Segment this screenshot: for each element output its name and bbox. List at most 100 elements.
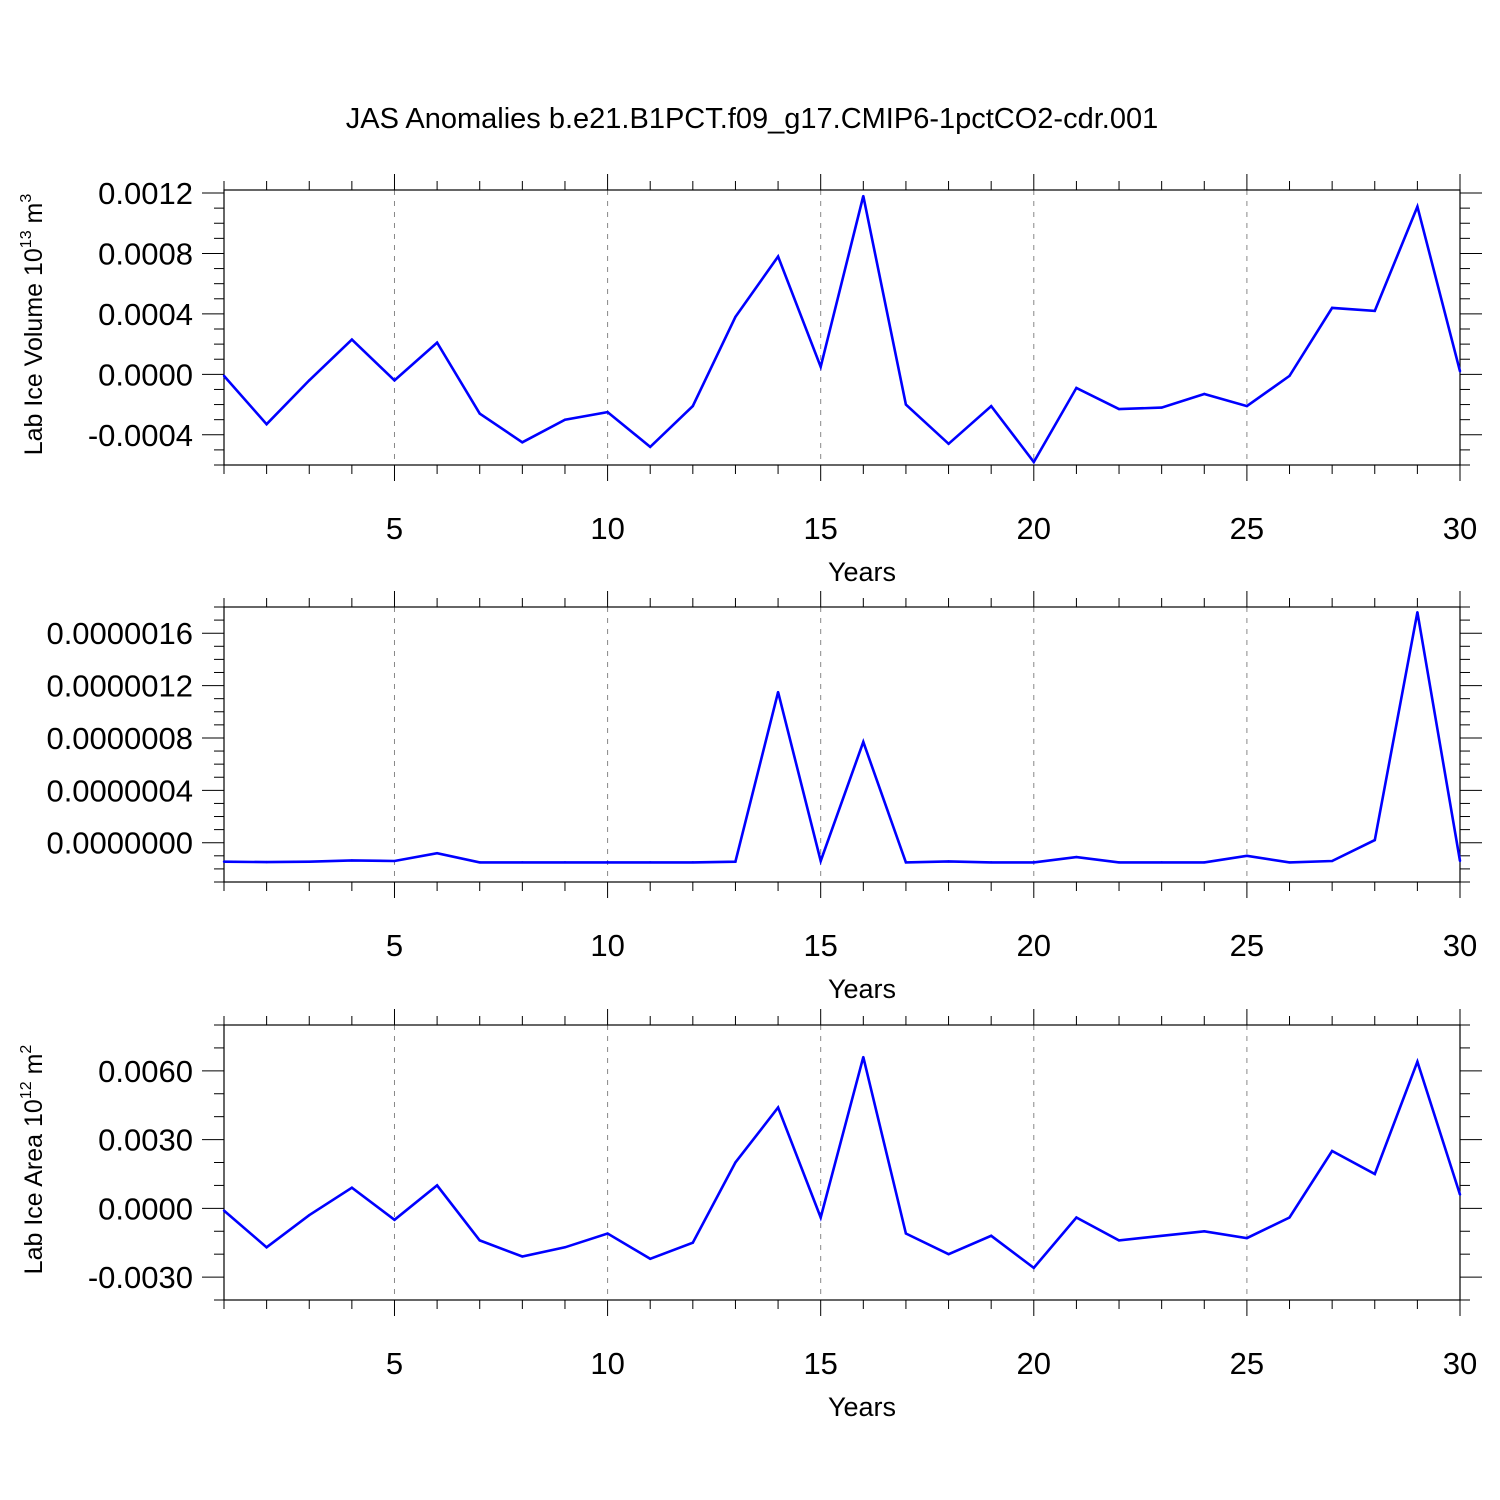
data-point	[776, 690, 780, 694]
data-point	[734, 1161, 737, 1164]
data-point	[606, 410, 609, 414]
data-point	[989, 1234, 993, 1238]
y-tick-label: 0.0000	[98, 1191, 193, 1226]
data-point	[222, 860, 226, 863]
data-point	[776, 1106, 780, 1109]
x-tick-label: 20	[1017, 511, 1051, 546]
data-point	[691, 861, 695, 864]
data-point	[989, 404, 993, 408]
y-tick-label: 0.0060	[98, 1054, 193, 1089]
x-tick-label: 20	[1017, 928, 1051, 963]
data-point	[1117, 1239, 1121, 1242]
data-point	[1203, 861, 1206, 864]
panel-3: 5 10 15 20 25 30 Years 0.0060 0.0030 0.0000 -0.003…	[18, 1009, 1482, 1422]
x-tick-label: 15	[803, 1346, 837, 1381]
data-point	[350, 1186, 354, 1189]
x-tick-label: 5	[386, 928, 403, 963]
data-point	[435, 341, 439, 344]
y-axis-label: Lab Ice Volume 1013 m3	[18, 194, 48, 456]
x-axis-label: Years	[828, 1392, 896, 1422]
data-point	[947, 1252, 950, 1256]
data-point	[904, 861, 908, 864]
data-point	[1075, 1216, 1078, 1219]
x-tick-label: 10	[590, 511, 624, 546]
y-axis-label: Lab Ice Area 1012 m2	[18, 1045, 48, 1275]
figure-title: JAS Anomalies b.e21.B1PCT.f09_g17.CMIP6-…	[346, 103, 1158, 135]
data-point	[1032, 861, 1035, 864]
data-point	[1160, 1234, 1163, 1238]
data-point	[947, 442, 950, 446]
data-point	[1458, 1193, 1462, 1196]
data-point	[904, 1232, 908, 1235]
data-point	[1288, 1216, 1291, 1219]
data-point	[1288, 861, 1291, 864]
x-tick-label: 25	[1230, 511, 1264, 546]
data-point	[478, 861, 481, 864]
panel-2: 5 10 15 20 25 30 Years 0.0000016 0.0000012 0.0000…	[46, 591, 1482, 1004]
x-tick-label: 30	[1443, 928, 1477, 963]
data-point	[308, 860, 311, 863]
data-point	[1117, 407, 1121, 411]
y-tick-label: 0.0000016	[46, 616, 193, 651]
data-point	[691, 1241, 695, 1244]
data-point	[1330, 859, 1334, 863]
y-tick-label: -0.0004	[88, 418, 193, 453]
data-point	[265, 1246, 268, 1249]
data-point	[649, 861, 652, 864]
data-point	[1032, 1266, 1035, 1270]
data-point	[478, 1239, 481, 1242]
data-point	[862, 1055, 865, 1059]
data-point	[691, 404, 695, 408]
data-point	[776, 255, 780, 258]
data-point	[819, 1216, 822, 1219]
data-point	[1245, 404, 1249, 408]
data-point	[947, 860, 950, 863]
panel-1: 5 10 15 20 25 30 Years 0.0012 0.0008 0.0004 0.0000…	[18, 174, 1482, 587]
data-point	[1245, 854, 1249, 858]
y-tick-label: 0.0008	[98, 236, 193, 271]
data-point	[478, 412, 481, 415]
y-tick-label: 0.0000	[98, 357, 193, 392]
data-point	[393, 1218, 396, 1221]
data-point	[1330, 1149, 1334, 1153]
data-point	[1458, 859, 1462, 863]
data-point	[393, 859, 396, 863]
x-axis-label: Years	[828, 974, 896, 1004]
plot-frame	[223, 606, 1461, 883]
data-point	[350, 859, 354, 862]
x-tick-label: 30	[1443, 511, 1477, 546]
data-point	[1288, 374, 1291, 378]
x-tick-label: 15	[803, 928, 837, 963]
data-point	[435, 851, 439, 855]
data-point	[521, 1255, 524, 1258]
x-tick-label: 25	[1230, 1346, 1264, 1381]
data-point	[1075, 855, 1078, 859]
x-tick-label: 15	[803, 511, 837, 546]
data-point	[1373, 309, 1376, 313]
y-tick-label: 0.0000008	[46, 721, 193, 756]
data-point	[862, 740, 865, 744]
data-point	[862, 194, 865, 198]
data-point	[563, 1246, 567, 1249]
x-tick-label: 20	[1017, 1346, 1051, 1381]
data-point	[265, 860, 268, 864]
data-point	[563, 418, 567, 421]
data-point	[308, 379, 311, 382]
data-point	[1245, 1236, 1249, 1240]
data-point	[1203, 392, 1206, 396]
data-point	[435, 1184, 439, 1187]
data-point	[393, 379, 396, 382]
data-point	[1032, 460, 1035, 464]
data-point	[734, 315, 737, 319]
series-line	[223, 611, 1462, 866]
x-tick-label: 10	[590, 928, 624, 963]
data-point	[649, 1257, 652, 1260]
y-tick-label: -0.0030	[88, 1260, 193, 1295]
y-tick-label: 0.0000004	[46, 773, 193, 808]
y-tick-label: 0.0030	[98, 1123, 193, 1158]
data-point	[734, 860, 737, 863]
data-point	[222, 1209, 226, 1212]
data-point	[1416, 1060, 1419, 1063]
data-point	[1416, 611, 1419, 614]
